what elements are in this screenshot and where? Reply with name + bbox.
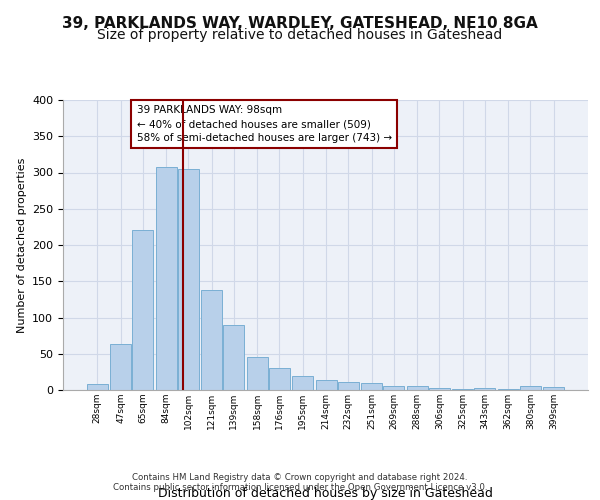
- Bar: [543, 387, 564, 390]
- Bar: [316, 380, 337, 390]
- Text: Contains public sector information licensed under the Open Government Licence v3: Contains public sector information licen…: [113, 484, 487, 492]
- Text: Contains HM Land Registry data © Crown copyright and database right 2024.: Contains HM Land Registry data © Crown c…: [132, 474, 468, 482]
- Bar: [520, 386, 541, 390]
- Text: 39, PARKLANDS WAY, WARDLEY, GATESHEAD, NE10 8GA: 39, PARKLANDS WAY, WARDLEY, GATESHEAD, N…: [62, 16, 538, 31]
- Bar: [156, 168, 176, 390]
- Bar: [110, 344, 131, 390]
- Y-axis label: Number of detached properties: Number of detached properties: [17, 158, 26, 332]
- Bar: [87, 384, 108, 390]
- Bar: [361, 383, 382, 390]
- Bar: [383, 386, 404, 390]
- Bar: [407, 386, 428, 390]
- Bar: [178, 169, 199, 390]
- Text: 39 PARKLANDS WAY: 98sqm
← 40% of detached houses are smaller (509)
58% of semi-d: 39 PARKLANDS WAY: 98sqm ← 40% of detache…: [137, 105, 392, 143]
- Bar: [498, 388, 518, 390]
- Bar: [201, 290, 222, 390]
- Bar: [223, 325, 244, 390]
- Bar: [133, 230, 153, 390]
- Bar: [475, 388, 495, 390]
- Bar: [269, 368, 290, 390]
- Text: Size of property relative to detached houses in Gateshead: Size of property relative to detached ho…: [97, 28, 503, 42]
- X-axis label: Distribution of detached houses by size in Gateshead: Distribution of detached houses by size …: [158, 488, 493, 500]
- Bar: [292, 376, 313, 390]
- Bar: [452, 388, 473, 390]
- Bar: [338, 382, 359, 390]
- Bar: [429, 388, 450, 390]
- Bar: [247, 356, 268, 390]
